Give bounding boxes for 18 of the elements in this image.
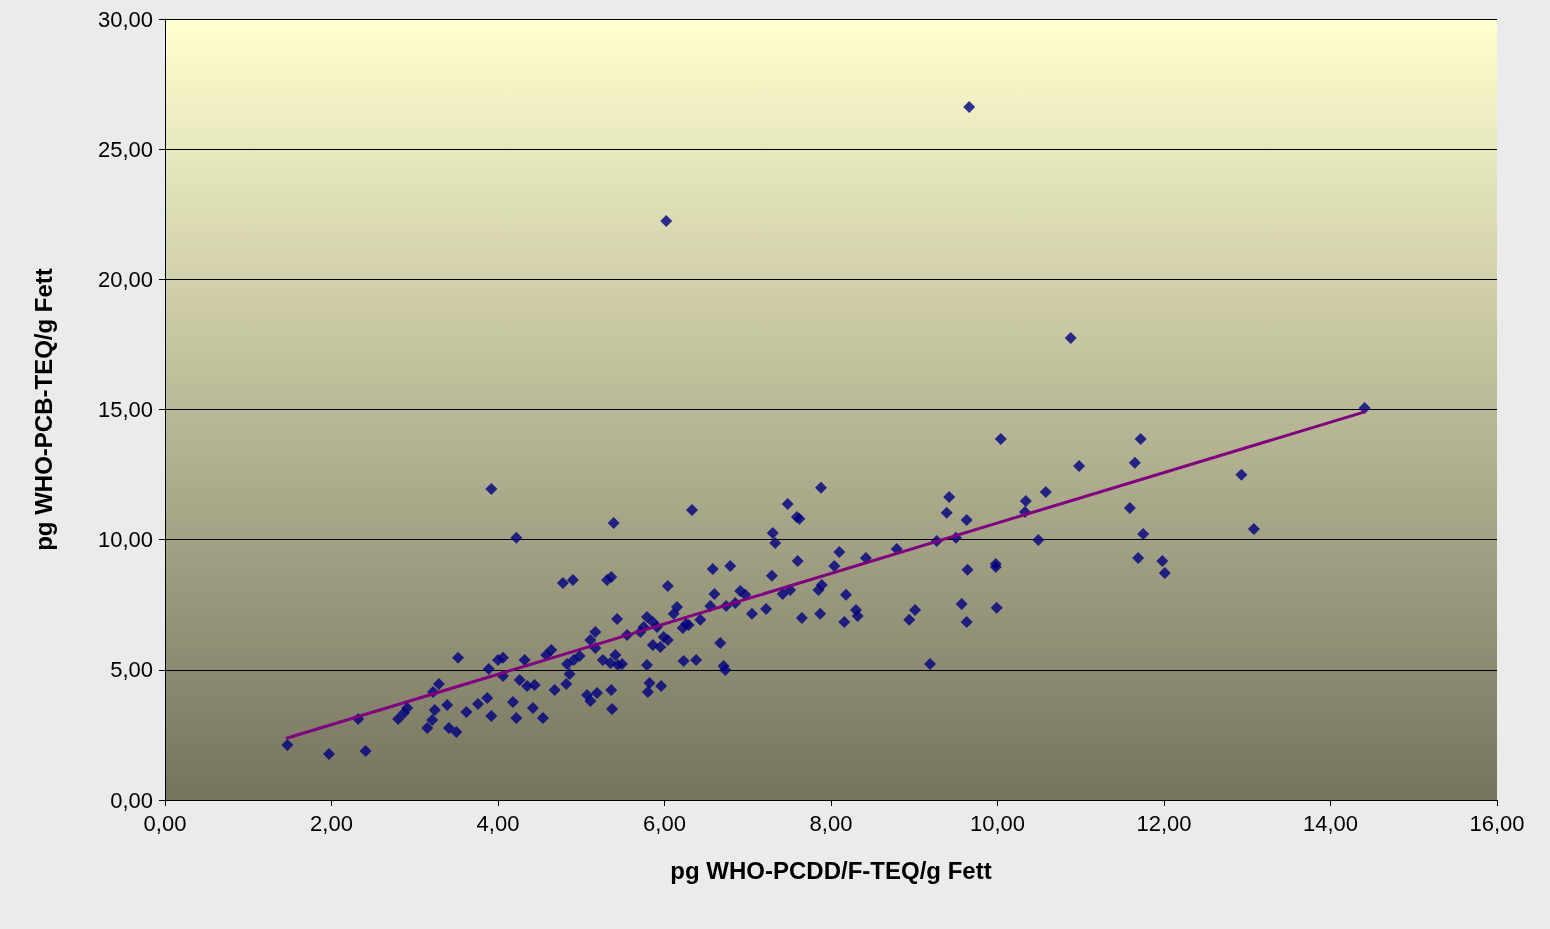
x-axis-title: pg WHO-PCDD/F-TEQ/g Fett: [670, 856, 992, 884]
x-tick-label: 8,00: [809, 810, 853, 836]
y-tick-label: 20,00: [97, 266, 153, 292]
x-tick-label: 0,00: [143, 810, 187, 836]
x-tick-label: 2,00: [310, 810, 353, 836]
y-tick-label: 10,00: [97, 527, 153, 553]
x-tick-label: 10,00: [969, 810, 1026, 836]
x-tick-label: 12,00: [1136, 810, 1192, 836]
y-tick-label: 30,00: [97, 6, 153, 32]
x-tick-label: 4,00: [476, 810, 520, 836]
y-axis-title: pg WHO-PCB-TEQ/g Fett: [29, 268, 57, 551]
x-tick-label: 16,00: [1469, 810, 1525, 836]
y-tick-label: 0,00: [110, 787, 153, 813]
y-tick-label: 25,00: [97, 136, 153, 162]
y-tick-label: 15,00: [97, 397, 153, 422]
x-tick-label: 14,00: [1302, 810, 1359, 836]
y-tick-label: 5,00: [110, 657, 153, 683]
x-tick-label: 6,00: [643, 810, 686, 836]
